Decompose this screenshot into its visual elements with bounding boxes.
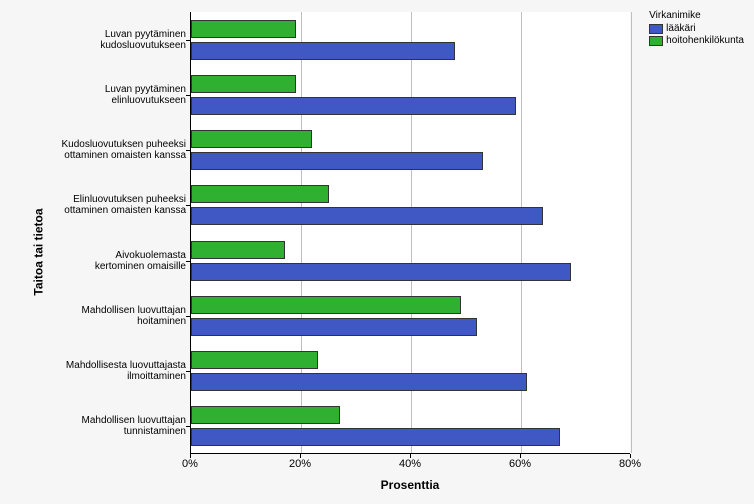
bar-group bbox=[191, 16, 630, 64]
bar-laakari bbox=[191, 263, 571, 281]
bar-hoito bbox=[191, 75, 296, 93]
x-tick-label: 40% bbox=[399, 458, 421, 470]
y-tick bbox=[186, 95, 190, 96]
y-category-label: Elinluovutuksen puheeksiottaminen omaist… bbox=[6, 194, 186, 216]
bar-laakari bbox=[191, 97, 516, 115]
y-category-label: Mahdollisesta luovuttajastailmoittaminen bbox=[6, 360, 186, 382]
bar-hoito bbox=[191, 20, 296, 38]
y-tick bbox=[186, 426, 190, 427]
y-category-label: Luvan pyytäminenelinluovutukseen bbox=[6, 84, 186, 106]
legend: Virkanimike lääkäri hoitohenkilökunta bbox=[649, 10, 744, 47]
y-category-label: Aivokuolemastakertominen omaisille bbox=[6, 250, 186, 272]
y-category-label: Mahdollisen luovuttajantunnistaminen bbox=[6, 415, 186, 437]
y-tick bbox=[186, 316, 190, 317]
bar-group bbox=[191, 292, 630, 340]
legend-label-laakari: lääkäri bbox=[666, 23, 695, 34]
bar-laakari bbox=[191, 373, 527, 391]
x-tick-label: 60% bbox=[509, 458, 531, 470]
bar-hoito bbox=[191, 185, 329, 203]
bar-group bbox=[191, 347, 630, 395]
bar-hoito bbox=[191, 351, 318, 369]
bar-hoito bbox=[191, 296, 461, 314]
bar-hoito bbox=[191, 130, 312, 148]
legend-swatch-hoito bbox=[649, 36, 663, 46]
chart-container: Taitoa tai tietoa Prosenttia Virkanimike… bbox=[0, 0, 754, 504]
bar-laakari bbox=[191, 152, 483, 170]
plot-area bbox=[190, 12, 630, 454]
y-tick bbox=[186, 205, 190, 206]
y-category-label: Kudosluovutuksen puheeksiottaminen omais… bbox=[6, 139, 186, 161]
y-tick bbox=[186, 261, 190, 262]
bar-laakari bbox=[191, 207, 543, 225]
bar-laakari bbox=[191, 428, 560, 446]
bar-group bbox=[191, 237, 630, 285]
bar-laakari bbox=[191, 42, 455, 60]
bar-group bbox=[191, 402, 630, 450]
grid-line bbox=[631, 12, 632, 453]
y-category-label: Mahdollisen luovuttajanhoitaminen bbox=[6, 305, 186, 327]
bar-laakari bbox=[191, 318, 477, 336]
bar-group bbox=[191, 71, 630, 119]
x-tick-label: 20% bbox=[289, 458, 311, 470]
y-tick bbox=[186, 40, 190, 41]
x-axis-title: Prosenttia bbox=[190, 478, 630, 492]
bar-hoito bbox=[191, 241, 285, 259]
legend-label-hoito: hoitohenkilökunta bbox=[666, 35, 744, 46]
bar-group bbox=[191, 181, 630, 229]
bar-hoito bbox=[191, 406, 340, 424]
bar-group bbox=[191, 126, 630, 174]
x-tick-label: 0% bbox=[182, 458, 198, 470]
legend-swatch-laakari bbox=[649, 24, 663, 34]
y-category-label: Luvan pyytäminenkudosluovutukseen bbox=[6, 29, 186, 51]
legend-item-laakari: lääkäri bbox=[649, 23, 744, 34]
y-tick bbox=[186, 371, 190, 372]
legend-item-hoito: hoitohenkilökunta bbox=[649, 35, 744, 46]
legend-title: Virkanimike bbox=[649, 10, 744, 21]
x-tick-label: 80% bbox=[619, 458, 641, 470]
y-tick bbox=[186, 150, 190, 151]
